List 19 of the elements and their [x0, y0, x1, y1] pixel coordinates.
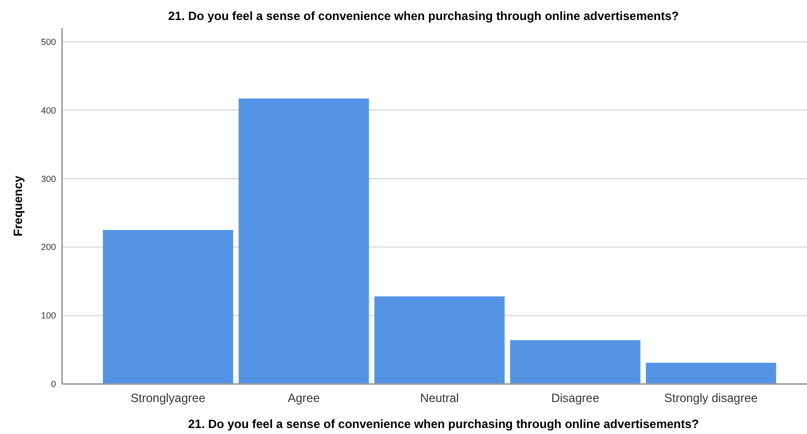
y-tick-label: 300 — [40, 174, 56, 184]
y-tick-label: 100 — [40, 310, 56, 321]
x-tick-label: Disagree — [551, 391, 600, 405]
y-tick-label: 400 — [40, 105, 56, 116]
bar — [102, 230, 234, 384]
bar — [238, 98, 369, 384]
x-tick-label: Neutral — [420, 391, 459, 405]
y-tick-label: 0 — [50, 379, 56, 390]
y-tick-label: 200 — [40, 242, 56, 252]
y-axis-title: Frequency — [11, 175, 25, 236]
x-tick-label: Agree — [288, 391, 320, 405]
x-axis-title: 21. Do you feel a sense of convenience when purchasing through online advertisements? — [188, 417, 699, 431]
bar — [374, 296, 505, 384]
y-tick-label: 500 — [40, 36, 56, 47]
bar — [510, 340, 640, 384]
chart-title: 21. Do you feel a sense of convenience when purchasing through online advertisements? — [168, 9, 679, 23]
bar — [646, 362, 776, 384]
x-tick-label: Strongly disagree — [664, 391, 758, 405]
x-tick-label: Stronglyagree — [130, 391, 206, 405]
